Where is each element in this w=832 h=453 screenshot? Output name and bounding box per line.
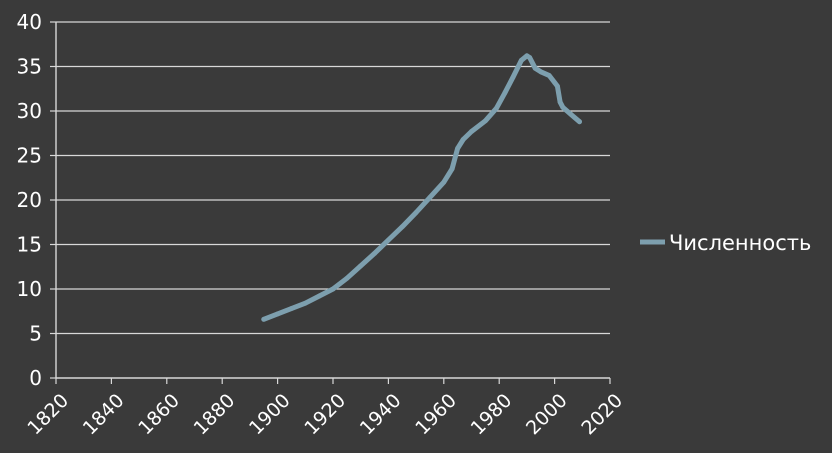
x-tick-label-2000: 2000 <box>522 390 572 440</box>
x-tick-label-1840: 1840 <box>79 390 129 440</box>
x-tick-label-1820: 1820 <box>23 390 73 440</box>
series-layer <box>261 53 582 322</box>
data-point-0-13 <box>441 179 447 185</box>
data-point-0-6 <box>344 275 350 281</box>
data-point-0-30 <box>557 99 563 105</box>
data-point-0-5 <box>330 286 336 292</box>
data-point-0-25 <box>532 65 538 71</box>
data-point-0-3 <box>302 300 308 306</box>
data-point-0-17 <box>469 129 474 134</box>
data-point-0-33 <box>577 119 582 125</box>
data-point-0-0 <box>261 316 267 322</box>
x-tick-label-1860: 1860 <box>134 390 184 440</box>
y-tick-label-25: 25 <box>17 144 42 168</box>
y-axis: 0 5 10 15 20 25 30 35 40 <box>17 10 57 390</box>
y-tick-label-40: 40 <box>17 10 42 34</box>
data-point-0-1 <box>275 311 280 317</box>
data-point-0-26 <box>538 69 544 75</box>
data-point-0-9 <box>386 237 391 243</box>
x-tick-label-1960: 1960 <box>411 390 461 440</box>
data-point-0-27 <box>546 73 552 78</box>
x-axis: 1820 1840 1860 1880 1900 1920 1940 1960 1980 2000… <box>23 377 627 440</box>
data-point-0-18 <box>482 118 488 124</box>
data-point-0-22 <box>518 57 524 63</box>
y-tick-label-35: 35 <box>17 55 42 79</box>
data-point-0-32 <box>568 112 574 117</box>
data-point-0-21 <box>510 74 516 80</box>
legend-label: Численность <box>669 231 811 255</box>
y-tick-label-20: 20 <box>17 188 42 212</box>
y-tick-label-0: 0 <box>29 366 42 390</box>
data-point-0-20 <box>502 90 508 96</box>
data-point-0-19 <box>494 105 499 111</box>
legend: Численность <box>640 231 811 255</box>
y-tick-label-5: 5 <box>29 322 42 346</box>
data-point-0-15 <box>455 145 461 151</box>
data-point-0-28 <box>552 80 557 85</box>
series-line-0 <box>261 53 582 322</box>
gridlines <box>56 21 610 335</box>
y-tick-label-30: 30 <box>17 99 42 123</box>
data-point-0-10 <box>399 224 405 230</box>
y-tick-label-15: 15 <box>17 233 42 257</box>
data-point-0-31 <box>560 105 566 110</box>
data-point-0-11 <box>413 210 419 215</box>
x-tick-label-1980: 1980 <box>467 390 517 440</box>
data-point-0-4 <box>316 293 322 299</box>
x-tick-label-1940: 1940 <box>356 390 406 440</box>
data-point-0-16 <box>460 137 466 142</box>
y-tick-label-10: 10 <box>17 277 42 301</box>
data-point-0-8 <box>372 251 377 256</box>
data-point-0-7 <box>358 263 364 269</box>
x-tick-label-1920: 1920 <box>300 390 350 440</box>
data-point-0-14 <box>449 166 455 172</box>
data-point-0-12 <box>427 194 433 200</box>
x-tick-label-1880: 1880 <box>190 390 240 440</box>
x-tick-label-1900: 1900 <box>245 390 295 440</box>
data-point-0-24 <box>527 55 533 60</box>
x-tick-label-2020: 2020 <box>577 390 627 440</box>
data-point-0-2 <box>289 306 294 311</box>
data-point-0-29 <box>554 83 560 89</box>
